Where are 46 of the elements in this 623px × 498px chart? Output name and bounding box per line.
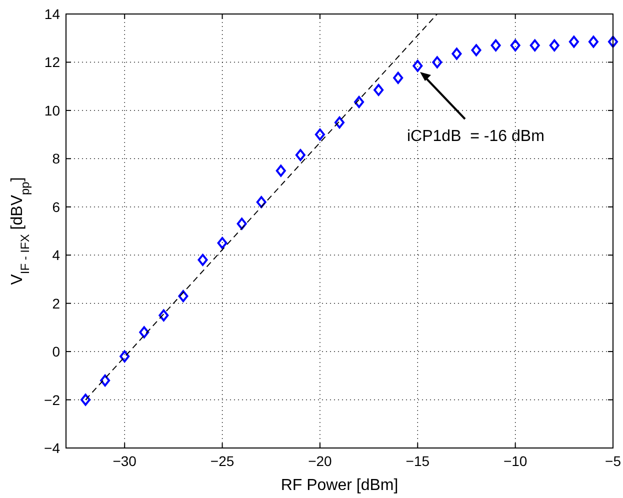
x-tick-label: −10	[503, 453, 528, 469]
y-tick-label: 4	[52, 247, 60, 264]
point	[393, 72, 404, 84]
point	[139, 326, 150, 338]
point	[236, 218, 247, 230]
point	[549, 39, 560, 52]
x-axis-title: RF Power [dBm]	[280, 477, 398, 494]
point	[588, 36, 598, 48]
point	[374, 84, 384, 96]
point	[80, 394, 91, 406]
annotation: iCP1dB = -16 dBm	[407, 128, 544, 145]
point	[217, 237, 228, 250]
x-tick-label: −5	[605, 453, 622, 469]
point	[276, 164, 286, 177]
point	[158, 309, 169, 322]
point	[354, 96, 364, 108]
y-tick-label: 2	[52, 295, 60, 312]
point	[295, 149, 306, 162]
y-tick-label: −4	[44, 440, 60, 456]
y-tick-label: 0	[52, 344, 60, 360]
point	[432, 56, 442, 68]
point	[510, 39, 520, 52]
point	[256, 196, 266, 208]
point	[471, 44, 482, 56]
point	[452, 48, 462, 60]
x-tick-label: −30	[112, 453, 137, 469]
x-tick-label: −25	[210, 453, 234, 469]
point	[120, 350, 130, 362]
x-tick-label: −20	[308, 453, 332, 469]
y-tick-label: 14	[44, 6, 60, 22]
point	[314, 128, 325, 141]
y-tick-label: 12	[44, 54, 60, 70]
point	[334, 116, 344, 128]
point	[100, 374, 110, 386]
y-tick-label: 8	[52, 150, 60, 167]
point	[568, 36, 579, 48]
y-tick-label: 10	[44, 102, 60, 118]
point	[178, 290, 188, 302]
point	[608, 36, 618, 48]
x-tick-label: −15	[406, 453, 430, 469]
y-tick-label: 6	[52, 198, 60, 215]
point	[412, 60, 423, 72]
point	[490, 39, 501, 52]
point	[530, 39, 540, 52]
y-tick-label: −2	[44, 392, 60, 408]
point	[198, 254, 208, 266]
